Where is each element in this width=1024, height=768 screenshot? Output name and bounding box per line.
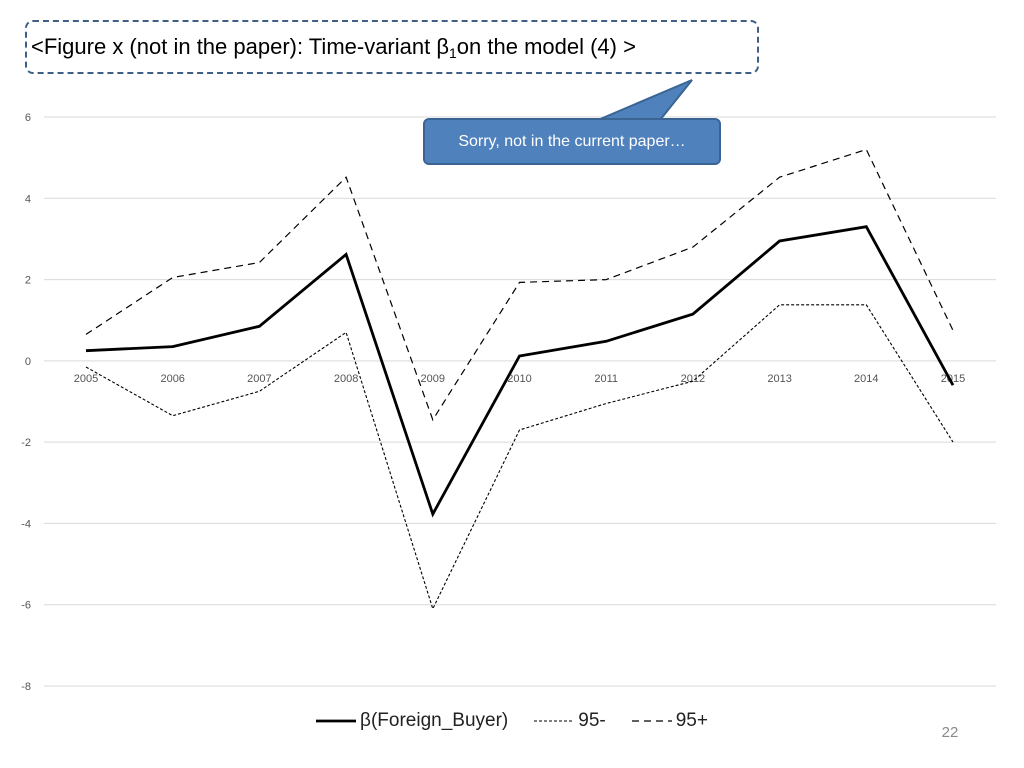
x-tick-label: 2009 <box>421 373 445 385</box>
gridlines <box>44 116 996 687</box>
x-tick-labels: 2005 2006 2007 2008 2009 2010 2011 2012 2013 2014… <box>74 373 965 385</box>
page-number: 22 <box>941 724 959 741</box>
legend-label: β(Foreign_Buyer) <box>360 710 509 731</box>
slide-title: <Figure x (not in the paper): Time-varia… <box>25 20 759 74</box>
y-tick-label: -6 <box>21 600 31 612</box>
legend-swatch <box>316 719 357 723</box>
series-line-1 <box>85 304 954 611</box>
title-prefix: <Figure x (not in the paper): Time-varia… <box>31 34 449 59</box>
title-subscript: 1 <box>449 45 457 61</box>
x-tick-label: 2010 <box>507 373 531 385</box>
x-tick-label: 2008 <box>334 373 358 385</box>
y-tick-label: -8 <box>21 681 31 693</box>
y-tick-label: 0 <box>25 356 31 368</box>
x-tick-label: 2005 <box>74 373 98 385</box>
y-tick-label: 6 <box>25 112 31 124</box>
y-tick-label: -4 <box>21 518 31 530</box>
x-tick-label: 2012 <box>681 373 705 385</box>
x-tick-label: 2011 <box>594 373 618 385</box>
legend-label: 95- <box>578 710 606 731</box>
y-tick-labels: 6 4 2 0 -2 -4 -6 -8 <box>21 112 31 693</box>
x-tick-label: 2013 <box>767 373 791 385</box>
callout-text: Sorry, not in the current paper… <box>458 132 686 150</box>
chart-legend: β(Foreign_Buyer) 95- 95+ <box>0 706 1024 736</box>
y-tick-label: -2 <box>21 437 31 449</box>
x-tick-label: 2006 <box>160 373 184 385</box>
y-tick-label: 4 <box>25 193 31 205</box>
legend-item-2: 95+ <box>631 710 708 732</box>
legend-swatch <box>534 720 575 722</box>
y-tick-label: 2 <box>25 275 31 287</box>
callout-box: Sorry, not in the current paper… <box>423 118 721 165</box>
series-line-2 <box>85 148 954 422</box>
legend-item-0: β(Foreign_Buyer) <box>316 710 508 732</box>
series-line-0 <box>85 225 955 518</box>
legend-label: 95+ <box>675 710 708 731</box>
series-lines <box>85 148 955 611</box>
legend-item-1: 95- <box>534 710 606 732</box>
x-tick-label: 2014 <box>854 373 878 385</box>
x-tick-label: 2007 <box>247 373 271 385</box>
title-suffix: on the model (4) > <box>456 34 636 59</box>
legend-swatch <box>631 720 672 722</box>
